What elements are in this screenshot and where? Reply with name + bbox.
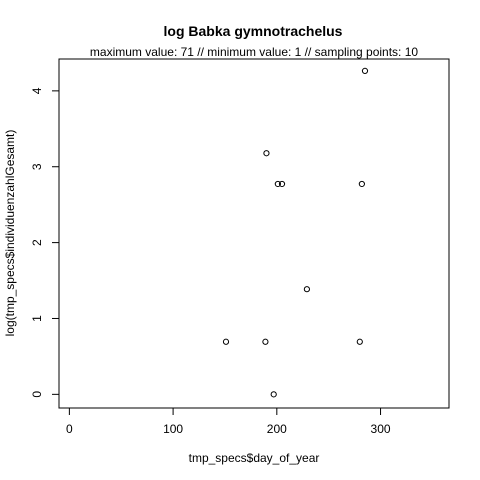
data-point	[358, 180, 365, 188]
data-point	[262, 338, 269, 345]
x-tick-label: 300	[371, 422, 391, 436]
y-tick-label: 1	[30, 315, 44, 322]
y-axis: 0 1 2 3 4	[30, 87, 60, 398]
chart-title: log Babka gymnotrachelus	[164, 23, 343, 39]
y-tick-label: 2	[30, 239, 44, 246]
data-point	[222, 338, 230, 345]
data-point	[361, 67, 369, 75]
data-point	[274, 180, 281, 188]
y-tick-label: 0	[30, 391, 44, 398]
data-point	[263, 150, 270, 157]
x-tick-label: 200	[267, 422, 287, 436]
data-point	[270, 391, 277, 398]
data-points	[222, 67, 369, 398]
data-point	[356, 338, 363, 345]
y-tick-label: 4	[30, 87, 44, 94]
x-axis-label: tmp_specs$day_of_year	[189, 451, 320, 465]
chart-subtitle: maximum value: 71 // minimum value: 1 //…	[90, 45, 418, 59]
y-axis-label: log(tmp_specs$individuenzahlGesamt)	[3, 130, 17, 337]
x-tick-label: 0	[66, 422, 73, 436]
y-tick-label: 3	[30, 163, 44, 170]
x-axis: 0 100 200 300	[66, 407, 391, 436]
data-point	[303, 286, 310, 293]
x-tick-label: 100	[163, 422, 183, 436]
data-point	[278, 180, 286, 188]
